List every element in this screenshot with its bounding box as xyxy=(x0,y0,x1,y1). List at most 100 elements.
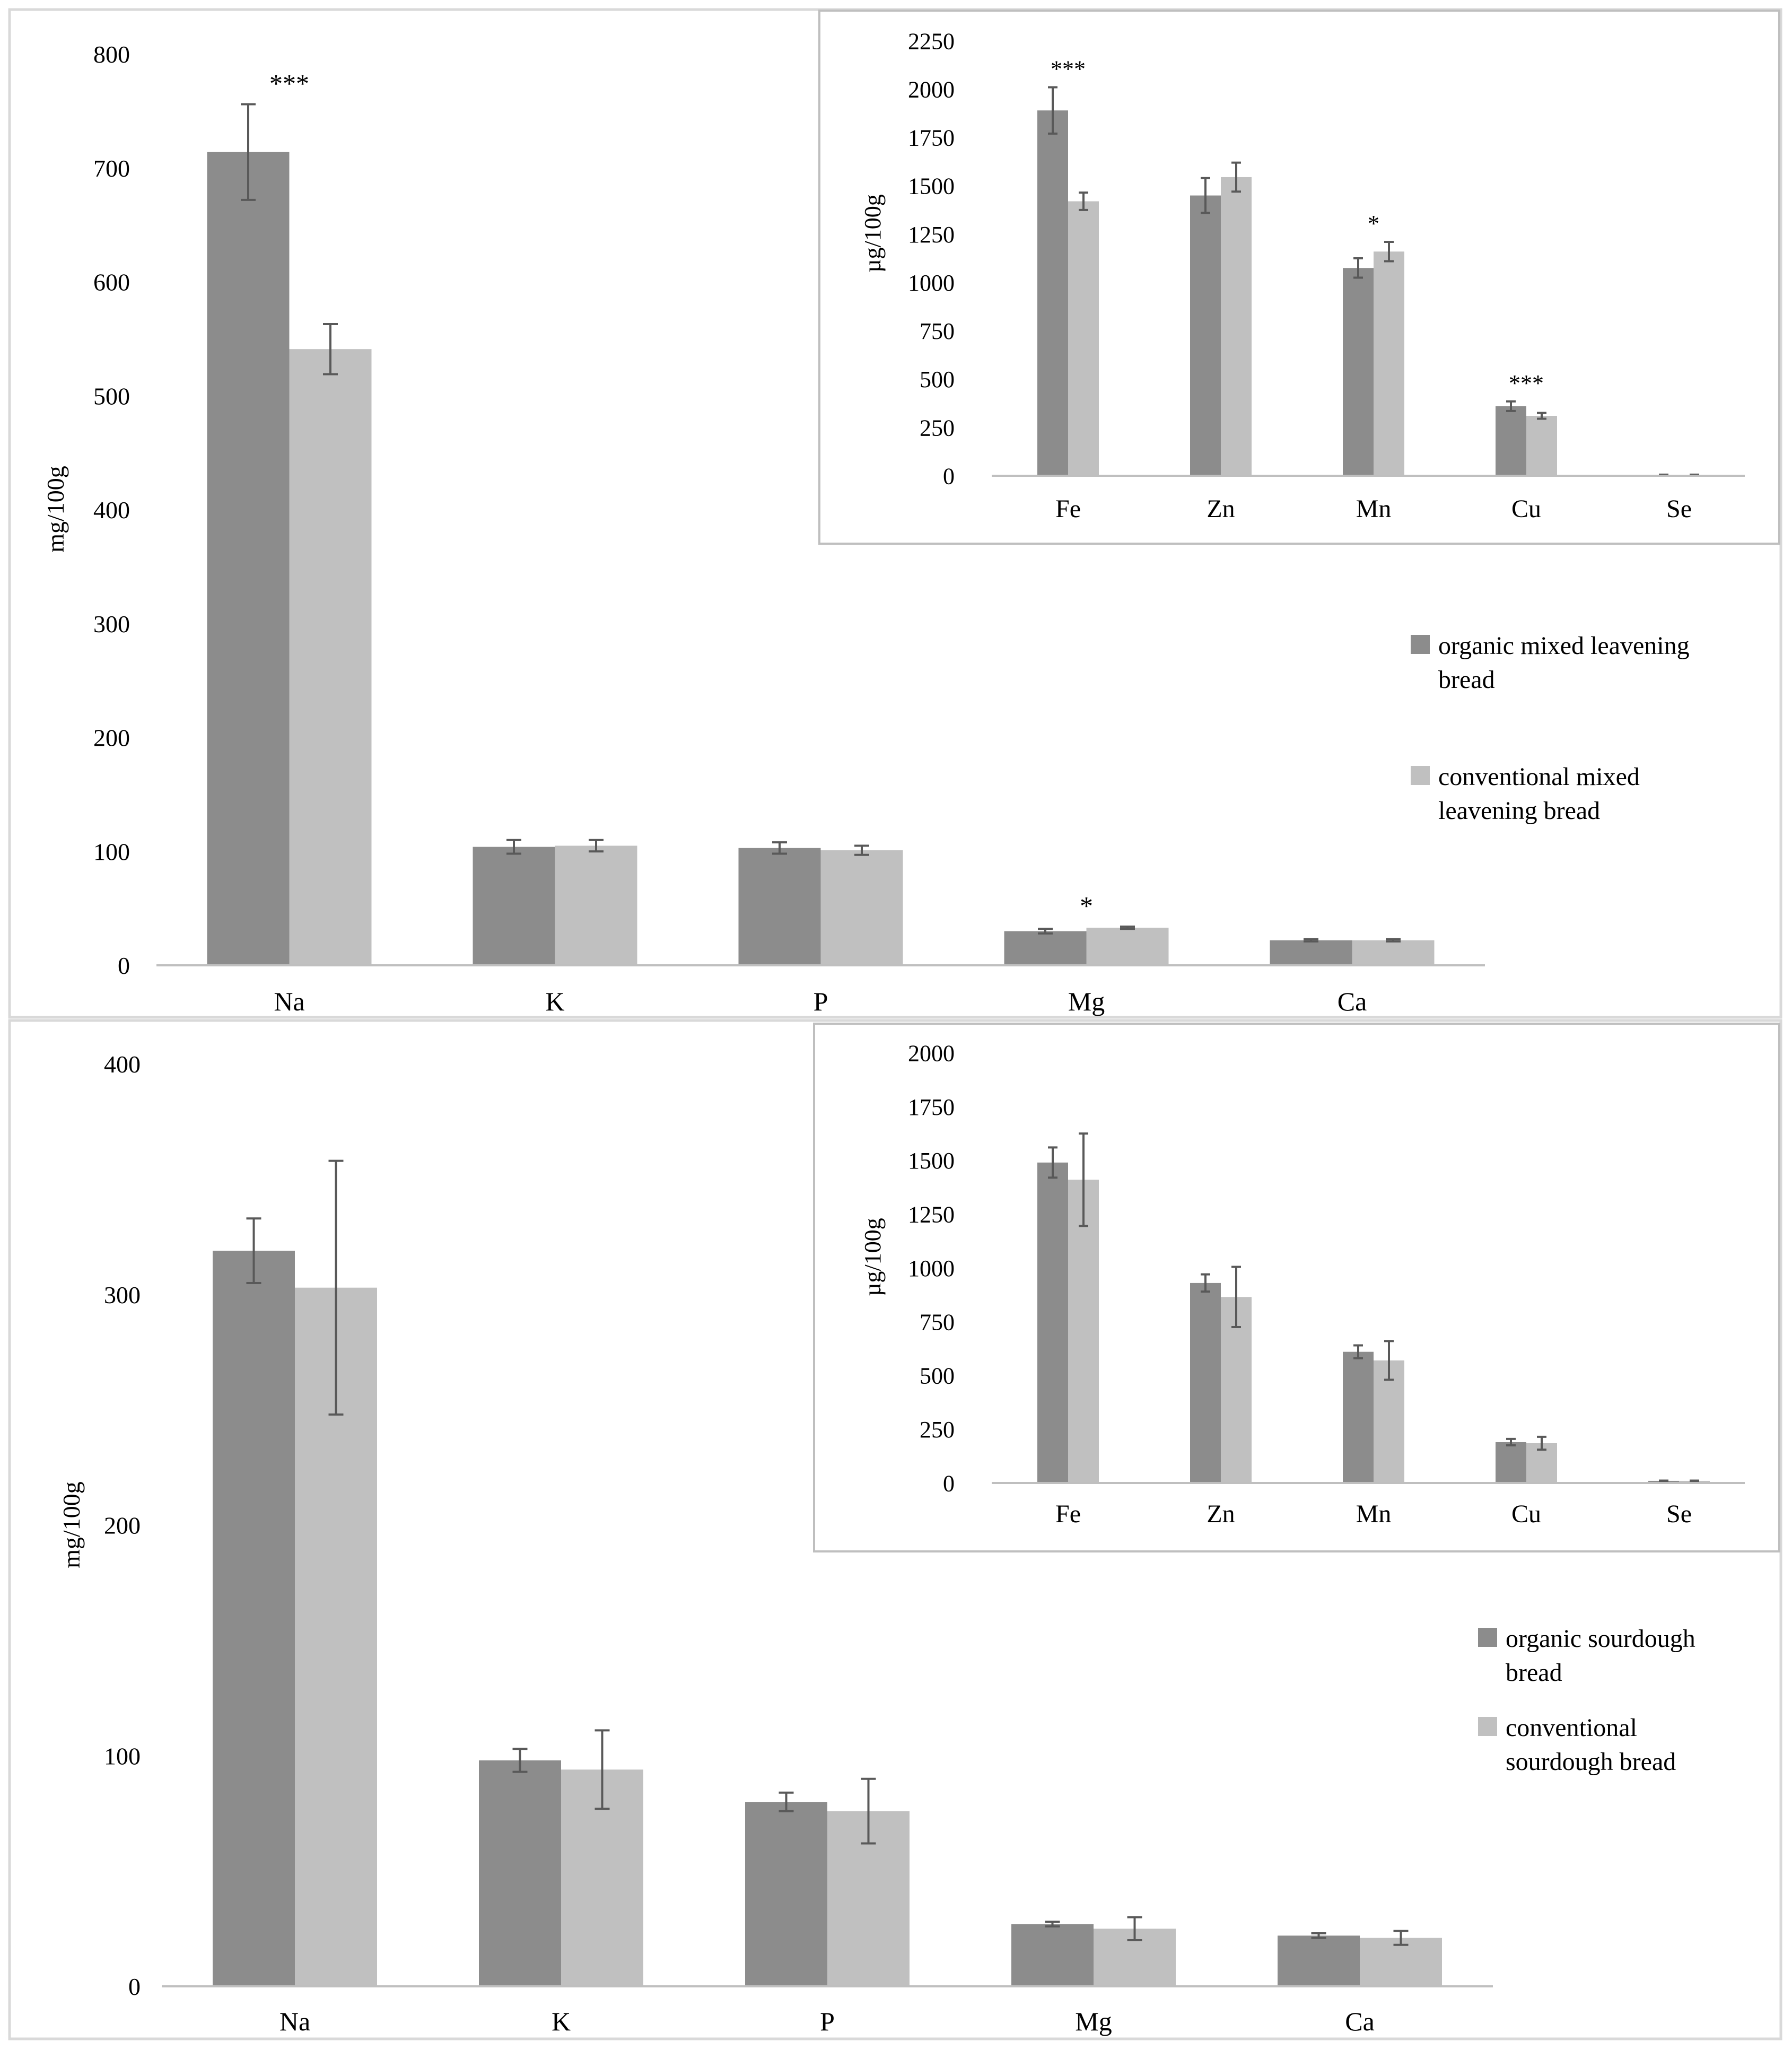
top-inset-category-label: Mn xyxy=(1356,495,1392,523)
bottom-inset-bar-conventional-Mn xyxy=(1374,1360,1404,1483)
bottom-main-legend-label: sourdough bread xyxy=(1506,1748,1676,1776)
top-inset-bar-conventional-Mn xyxy=(1374,251,1404,476)
top-main-ytick-label: 400 xyxy=(93,496,130,524)
bottom-main-category-label: Na xyxy=(279,2007,310,2036)
top-inset-category-label: Fe xyxy=(1055,495,1081,523)
top-inset-bar-organic-Zn xyxy=(1190,195,1221,476)
top-main-legend-label: bread xyxy=(1438,666,1495,694)
bottom-inset-bar-organic-Zn xyxy=(1190,1283,1221,1483)
top-main-bar-organic-K xyxy=(473,847,555,965)
top-main-category-label: Mg xyxy=(1068,987,1105,1016)
bottom-inset-ytick-label: 500 xyxy=(920,1363,955,1389)
top-main-bar-conventional-P xyxy=(820,850,903,965)
top-main-ytick-label: 200 xyxy=(93,725,130,752)
bottom-main-bar-organic-P xyxy=(745,1802,827,1986)
bottom-main-category-label: K xyxy=(552,2007,571,2036)
top-main-category-label: Ca xyxy=(1338,987,1367,1016)
top-inset-category-label: Se xyxy=(1666,495,1692,523)
bottom-inset-category-label: Se xyxy=(1666,1500,1692,1528)
bottom-main-ytick-label: 200 xyxy=(104,1512,141,1539)
bottom-main-bar-conventional-Ca xyxy=(1360,1938,1442,1986)
top-main-legend-label: organic mixed leavening xyxy=(1438,632,1690,660)
top-inset-significance-mark: *** xyxy=(1051,56,1086,82)
top-inset-ytick-label: 2250 xyxy=(908,28,955,54)
bottom-main-category-label: Ca xyxy=(1345,2007,1375,2036)
bottom-main-legend-label: organic sourdough xyxy=(1506,1625,1695,1653)
top-main-legend-label: leavening bread xyxy=(1438,797,1600,825)
top-main-significance-mark: * xyxy=(1080,891,1093,920)
top-main-ytick-label: 0 xyxy=(118,952,130,979)
bottom-inset-ytick-label: 1250 xyxy=(908,1202,955,1228)
top-inset-significance-mark: * xyxy=(1368,211,1379,237)
chart-layer: 0 100 200 300 400 500 600 700 800 mg/100g Na *** K P M… xyxy=(42,28,1745,2036)
bottom-inset-ytick-label: 2000 xyxy=(908,1040,955,1066)
top-main-bar-organic-Na xyxy=(207,152,290,965)
top-inset-ytick-label: 1750 xyxy=(908,125,955,151)
bottom-main-bar-organic-Na xyxy=(213,1251,295,1986)
bottom-inset-category-label: Fe xyxy=(1055,1500,1081,1528)
bottom-inset-bar-organic-Mn xyxy=(1343,1351,1374,1483)
top-main-legend-swatch-organic xyxy=(1411,635,1430,654)
top-inset-frame xyxy=(818,10,1780,545)
top-inset-ytick-label: 750 xyxy=(920,318,955,344)
top-main-ytick-label: 600 xyxy=(93,269,130,296)
top-main-ytick-label: 700 xyxy=(93,155,130,182)
top-inset-ytick-label: 250 xyxy=(920,415,955,441)
top-main-category-label: Na xyxy=(274,987,304,1016)
top-inset-ytick-label: 1250 xyxy=(908,222,955,248)
bottom-inset-ytick-label: 1750 xyxy=(908,1094,955,1120)
top-main-bar-organic-Mg xyxy=(1004,931,1087,965)
top-main-category-label: P xyxy=(814,987,828,1016)
bottom-main-legend-label: conventional xyxy=(1506,1714,1637,1742)
top-inset-bar-conventional-Cu xyxy=(1526,416,1557,476)
bottom-main-bar-organic-Ca xyxy=(1278,1935,1360,1986)
top-inset-bar-organic-Fe xyxy=(1037,110,1068,476)
bottom-main-bar-organic-Mg xyxy=(1011,1924,1094,1986)
top-main-ytick-label: 800 xyxy=(93,41,130,68)
top-main-bar-conventional-Na xyxy=(289,349,372,965)
top-inset-bar-organic-Cu xyxy=(1496,406,1526,476)
top-inset-category-label: Zn xyxy=(1207,495,1235,523)
top-main-legend-label: conventional mixed xyxy=(1438,763,1640,791)
bottom-inset-y-axis-title: µg/100g xyxy=(860,1218,886,1296)
top-main-bar-organic-Ca xyxy=(1270,940,1352,965)
bottom-inset-category-label: Cu xyxy=(1511,1500,1541,1528)
bottom-main-legend-swatch-organic xyxy=(1478,1628,1497,1647)
top-main-significance-mark: *** xyxy=(269,68,309,98)
top-main-y-axis-title: mg/100g xyxy=(42,466,69,553)
top-inset-ytick-label: 1000 xyxy=(908,270,955,296)
bottom-inset-frame xyxy=(813,1023,1780,1552)
top-main-category-label: K xyxy=(545,987,564,1016)
bottom-inset-ytick-label: 250 xyxy=(920,1417,955,1443)
top-main-legend-swatch-conventional xyxy=(1411,766,1430,785)
bottom-main-ytick-label: 300 xyxy=(104,1281,141,1308)
bottom-inset-bar-organic-Fe xyxy=(1037,1162,1068,1483)
top-main-bar-organic-P xyxy=(738,848,821,965)
bottom-main-category-label: P xyxy=(820,2007,835,2036)
top-inset-bar-conventional-Zn xyxy=(1221,177,1252,476)
top-main-bar-conventional-Ca xyxy=(1352,940,1435,965)
bottom-inset-category-label: Mn xyxy=(1356,1500,1392,1528)
top-inset-significance-mark: *** xyxy=(1509,370,1544,396)
top-inset-ytick-label: 2000 xyxy=(908,77,955,103)
top-inset-bar-organic-Mn xyxy=(1343,268,1374,476)
top-main-ytick-label: 500 xyxy=(93,382,130,409)
bottom-inset-ytick-label: 0 xyxy=(943,1470,955,1496)
bottom-main-ytick-label: 400 xyxy=(104,1051,141,1078)
top-main-bar-conventional-K xyxy=(555,845,637,965)
bottom-main-category-label: Mg xyxy=(1075,2007,1112,2036)
top-main-bar-conventional-Mg xyxy=(1086,928,1169,965)
bottom-main-legend-swatch-conventional xyxy=(1478,1717,1497,1736)
bottom-main-ytick-label: 100 xyxy=(104,1742,141,1769)
bottom-inset-category-label: Zn xyxy=(1207,1500,1235,1528)
top-inset-ytick-label: 1500 xyxy=(908,173,955,199)
bottom-main-y-axis-title: mg/100g xyxy=(58,1481,85,1568)
bottom-main-ytick-label: 0 xyxy=(128,1973,141,2000)
top-main-ytick-label: 100 xyxy=(93,838,130,865)
bottom-inset-ytick-label: 750 xyxy=(920,1309,955,1335)
bottom-inset-bar-organic-Cu xyxy=(1496,1442,1526,1483)
bottom-inset-ytick-label: 1000 xyxy=(908,1255,955,1281)
top-inset-ytick-label: 500 xyxy=(920,367,955,392)
bottom-main-bar-organic-K xyxy=(479,1760,561,1986)
